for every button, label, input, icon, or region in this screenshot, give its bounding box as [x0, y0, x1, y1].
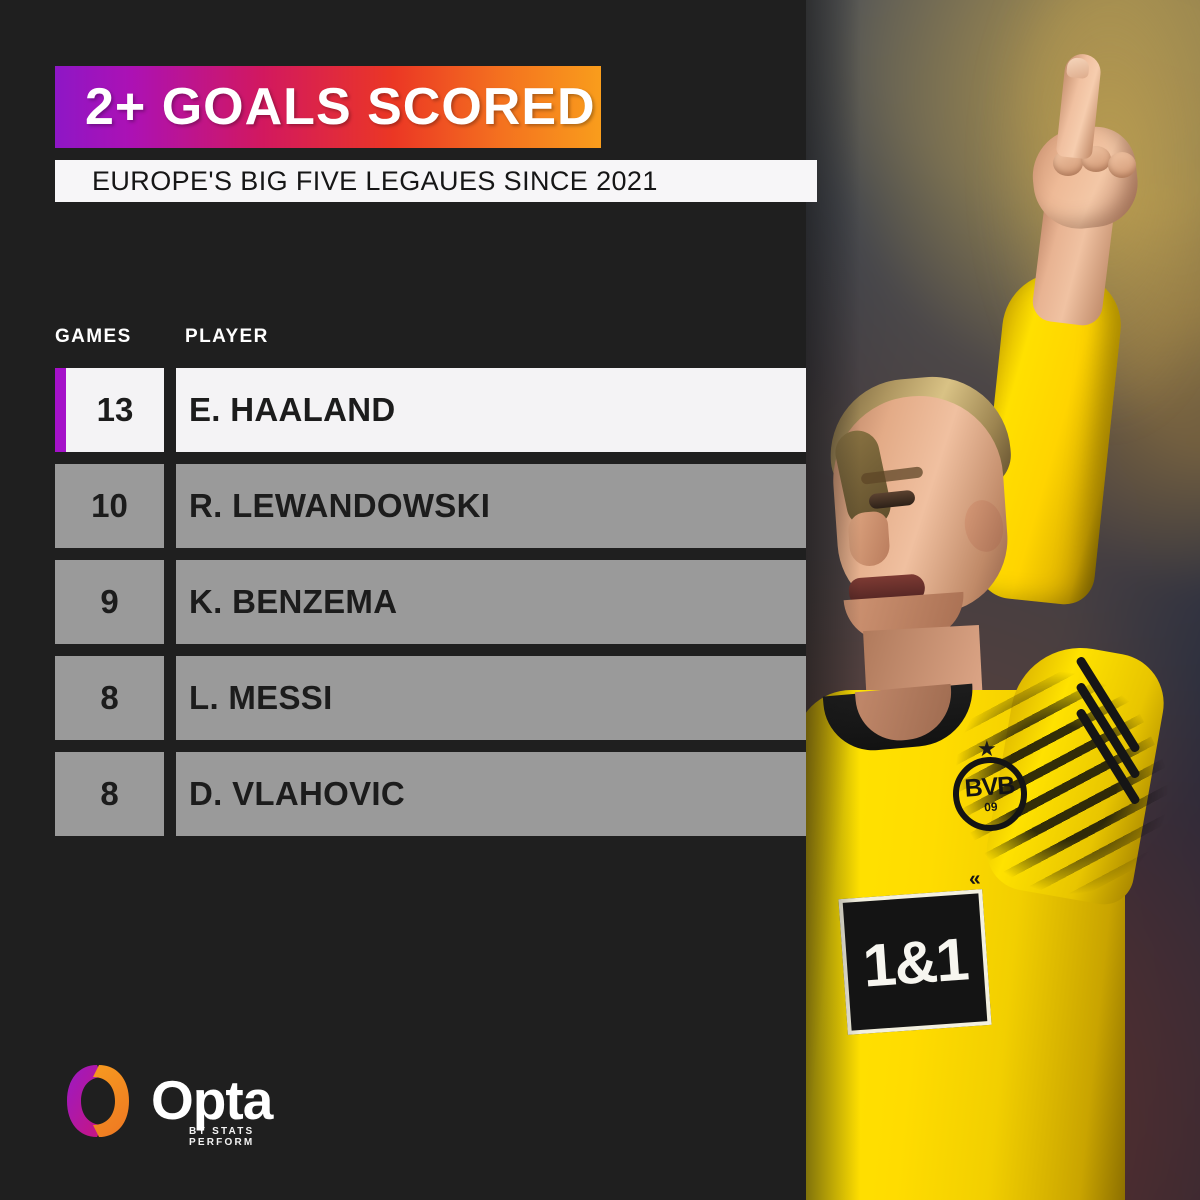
cell-games: 10: [55, 464, 164, 548]
cell-player: L. MESSI: [176, 656, 806, 740]
table-row: 10 R. LEWANDOWSKI: [0, 464, 806, 548]
ranking-table: 13 E. HAALAND 10 R. LEWANDOWSKI 9 K. BENZEMA 8…: [0, 368, 806, 848]
table-header: GAMES PLAYER: [0, 326, 806, 356]
page-title: 2+ GOALS SCORED: [85, 78, 596, 136]
leader-accent-bar: [55, 368, 66, 452]
column-header-player: PLAYER: [185, 326, 269, 347]
title-banner: 2+ GOALS SCORED: [55, 66, 601, 148]
knuckle: [1108, 152, 1136, 178]
opta-tagline: BY STATS PERFORM: [189, 1126, 255, 1148]
opta-mark-icon: [67, 1065, 129, 1137]
table-row: 13 E. HAALAND: [0, 368, 806, 452]
opta-wordmark: Opta: [151, 1069, 273, 1131]
cell-games: 8: [55, 656, 164, 740]
sponsor-1and1-logo: 1&1: [838, 889, 992, 1035]
subtitle-banner: EUROPE'S BIG FIVE LEGAUES SINCE 2021: [55, 160, 817, 202]
cell-player: K. BENZEMA: [176, 560, 806, 644]
page-subtitle: EUROPE'S BIG FIVE LEGAUES SINCE 2021: [92, 165, 658, 196]
table-row: 8 L. MESSI: [0, 656, 806, 740]
cell-games: 9: [55, 560, 164, 644]
nose: [847, 510, 891, 568]
player-photo: BVB 09 ★ « 1&1: [805, 0, 1200, 1200]
table-row: 9 K. BENZEMA: [0, 560, 806, 644]
cell-player: D. VLAHOVIC: [176, 752, 806, 836]
cell-games: 8: [55, 752, 164, 836]
table-row: 8 D. VLAHOVIC: [0, 752, 806, 836]
column-header-games: GAMES: [55, 326, 132, 347]
crest-letters: BVB: [963, 771, 1016, 803]
cell-games: 13: [66, 368, 164, 452]
cell-player: E. HAALAND: [176, 368, 806, 452]
cell-player: R. LEWANDOWSKI: [176, 464, 806, 548]
crest-year: 09: [983, 799, 999, 815]
